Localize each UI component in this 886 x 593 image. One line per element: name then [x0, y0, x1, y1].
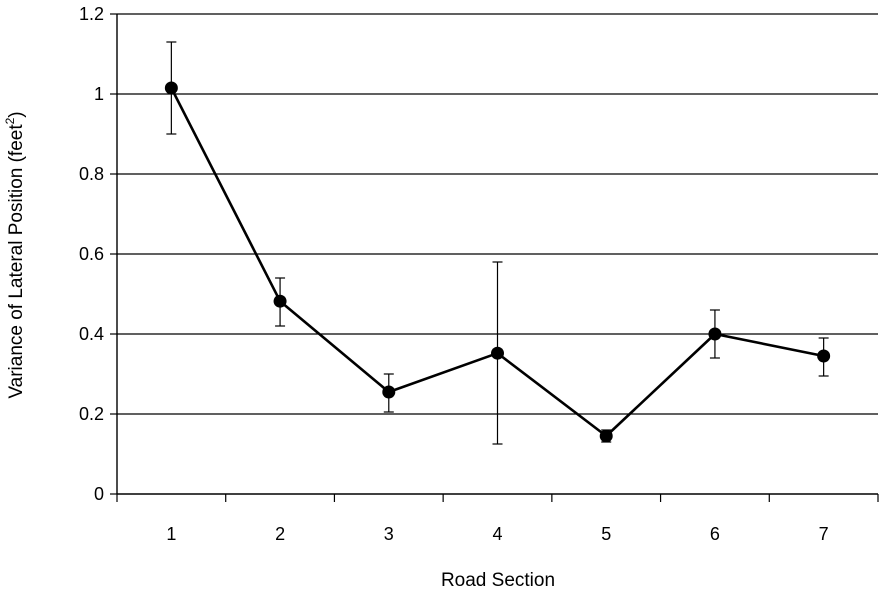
y-tick-label: 0.4	[79, 324, 104, 344]
y-tick-label: 1.2	[79, 4, 104, 24]
data-point	[817, 349, 831, 363]
x-tick-label: 2	[275, 524, 285, 544]
y-axis-title-main: Variance of Lateral Position (feet	[6, 124, 27, 399]
x-tick-label: 6	[710, 524, 720, 544]
gridlines	[117, 13, 878, 415]
data-point	[382, 385, 396, 399]
data-point	[708, 327, 722, 341]
y-axis-title: Variance of Lateral Position (feet2)	[3, 111, 27, 398]
y-tick-label: 0.6	[79, 244, 104, 264]
x-tick-label: 3	[384, 524, 394, 544]
y-tick-label: 1	[94, 84, 104, 104]
y-tick-label: 0.8	[79, 164, 104, 184]
x-tick-labels: 1 2 3 4 5 6 7	[166, 524, 828, 544]
x-tick-label: 1	[166, 524, 176, 544]
x-tick-label: 5	[601, 524, 611, 544]
data-point	[273, 294, 287, 308]
error-bars	[166, 41, 829, 445]
y-axis-title-suffix: )	[6, 111, 27, 117]
x-tick-label: 7	[819, 524, 829, 544]
x-tick-label: 4	[492, 524, 502, 544]
y-tick-label: 0	[94, 484, 104, 504]
data-point	[164, 81, 178, 95]
y-axis-title-superscript: 2	[3, 117, 17, 124]
data-point	[491, 346, 504, 360]
y-tick-labels: 0 0.2 0.4 0.6 0.8 1 1.2	[79, 4, 104, 504]
y-tick-label: 0.2	[79, 404, 104, 424]
data-points	[164, 81, 831, 443]
x-axis-title: Road Section	[441, 570, 555, 591]
axes	[110, 13, 879, 502]
data-point	[599, 429, 613, 443]
